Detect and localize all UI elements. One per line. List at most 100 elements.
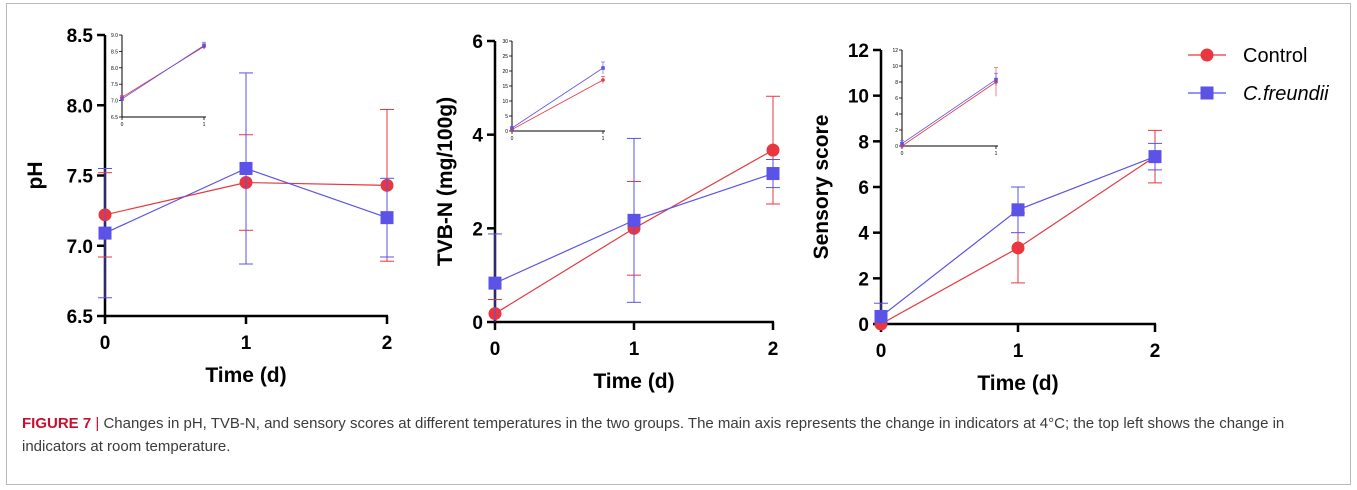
legend-label: Control [1243, 45, 1307, 67]
inset-y-tick-label: 2 [895, 128, 898, 134]
inset-y-tick-label: 0 [895, 144, 898, 150]
data-point [488, 276, 502, 290]
legend-label: C.freundii [1243, 83, 1329, 105]
inset-chart: 0 5 10 15 20 25 30 0 1 [502, 39, 605, 142]
y-tick-label: 7.0 [67, 237, 93, 258]
y-tick-label: 8.5 [67, 26, 94, 47]
inset-x-tick-label: 1 [203, 122, 206, 128]
data-point [239, 161, 253, 175]
y-tick-label: 0 [858, 315, 869, 336]
inset-y-tick-label: 8 [895, 80, 898, 86]
inset-data-point [994, 77, 998, 82]
y-tick-label: 6.5 [67, 307, 94, 328]
y-tick-label: 6 [472, 32, 483, 53]
inset-chart: 6.5 7.0 7.5 8.0 8.5 9.0 0 1 [111, 33, 206, 128]
inset-y-tick-label: 25 [502, 54, 508, 60]
data-point [98, 226, 112, 240]
data-point [627, 213, 641, 227]
legend-item-1: Control [1188, 45, 1307, 67]
legend: Control C.freundii [1188, 45, 1329, 105]
inset-series-line [901, 81, 997, 147]
inset-y-tick-label: 12 [892, 48, 898, 54]
inset-series-control [900, 67, 998, 148]
inset-y-tick-label: 10 [892, 64, 898, 70]
inset-y-tick-label: 20 [502, 69, 508, 75]
y-tick-label: 2 [472, 219, 483, 240]
inset-data-point [601, 66, 605, 70]
inset-y-tick-label: 8.0 [111, 66, 118, 72]
inset-series-control [510, 76, 605, 132]
inset-series-line [121, 45, 205, 100]
caption-text: Changes in pH, TVB-N, and sensory scores… [22, 415, 1285, 455]
inset-series-c-freundii [120, 41, 206, 101]
inset-chart: 0 2 4 6 8 10 12 0 1 [892, 48, 998, 157]
caption-separator: | [95, 415, 100, 432]
y-tick-label: 4 [858, 224, 869, 245]
y-tick-label: 12 [848, 41, 869, 62]
chart-panel-1: 6.5 7.0 7.5 8.0 8.5 0 1 2 Time (d) pH 6.5 7.0 7.5 8.0… [24, 26, 394, 387]
inset-x-tick-label: 0 [121, 122, 124, 128]
inset-y-tick-label: 4 [895, 112, 898, 118]
figure-frame [6, 3, 1351, 485]
inset-y-tick-label: 30 [502, 39, 508, 45]
y-tick-label: 6 [858, 178, 869, 199]
x-axis-label: Time (d) [593, 370, 674, 393]
inset-y-tick-label: 6.5 [111, 115, 118, 121]
x-axis-label: Time (d) [205, 364, 286, 387]
inset-y-tick-label: 15 [502, 84, 508, 90]
inset-x-tick-label: 0 [511, 136, 514, 142]
y-axis-label: pH [24, 162, 47, 190]
x-tick-label: 2 [382, 333, 393, 354]
data-point [874, 309, 888, 323]
inset-y-tick-label: 9.0 [111, 33, 118, 39]
y-tick-label: 10 [848, 87, 869, 108]
inset-series-c-freundii [900, 72, 998, 147]
y-axis-label: Sensory score [810, 115, 833, 260]
inset-y-tick-label: 7.0 [111, 99, 118, 105]
series-c-freundii [874, 142, 1162, 324]
legend-marker [1200, 86, 1214, 100]
inset-series-line [511, 79, 604, 130]
y-tick-label: 7.5 [67, 167, 94, 188]
x-axis-label: Time (d) [977, 372, 1058, 395]
inset-series-line [511, 67, 604, 129]
x-tick-label: 0 [490, 339, 501, 360]
y-tick-label: 4 [472, 126, 483, 147]
inset-y-tick-label: 5 [505, 114, 508, 120]
x-tick-label: 2 [768, 339, 779, 360]
y-tick-label: 8.0 [67, 96, 93, 117]
x-tick-label: 1 [241, 333, 252, 354]
data-point [766, 143, 780, 157]
inset-data-point [510, 126, 514, 130]
legend-marker [1200, 48, 1214, 62]
inset-y-tick-label: 0 [505, 129, 508, 135]
data-point [380, 211, 394, 225]
data-point [766, 167, 780, 181]
inset-series-c-freundii [510, 61, 605, 130]
inset-y-tick-label: 10 [502, 99, 508, 105]
inset-x-tick-label: 1 [995, 151, 998, 157]
x-tick-label: 2 [1150, 341, 1161, 362]
legend-item-2: C.freundii [1188, 83, 1329, 105]
inset-series-line [901, 79, 997, 144]
inset-x-tick-label: 0 [901, 151, 904, 157]
inset-y-tick-label: 7.5 [111, 82, 118, 88]
inset-y-tick-label: 6 [895, 96, 898, 102]
x-tick-label: 1 [1013, 341, 1024, 362]
series-c-freundii [488, 137, 780, 322]
y-axis-label: TVB-N (mg/100g) [434, 97, 457, 266]
chart-panel-2: 0 2 4 6 0 1 2 Time (d) TVB-N (mg/100g) 0 5 10 15 20 25… [434, 32, 780, 393]
y-tick-label: 0 [472, 313, 483, 334]
series-c-freundii [98, 72, 394, 299]
figure-caption: FIGURE 7 | Changes in pH, TVB-N, and sen… [22, 412, 1332, 458]
inset-x-tick-label: 1 [602, 136, 605, 142]
inset-data-point [601, 78, 605, 82]
data-point [1011, 241, 1025, 255]
data-point [1148, 150, 1162, 164]
data-point [1011, 203, 1025, 217]
x-tick-label: 0 [100, 333, 111, 354]
inset-data-point [120, 97, 124, 101]
y-tick-label: 2 [858, 269, 869, 290]
